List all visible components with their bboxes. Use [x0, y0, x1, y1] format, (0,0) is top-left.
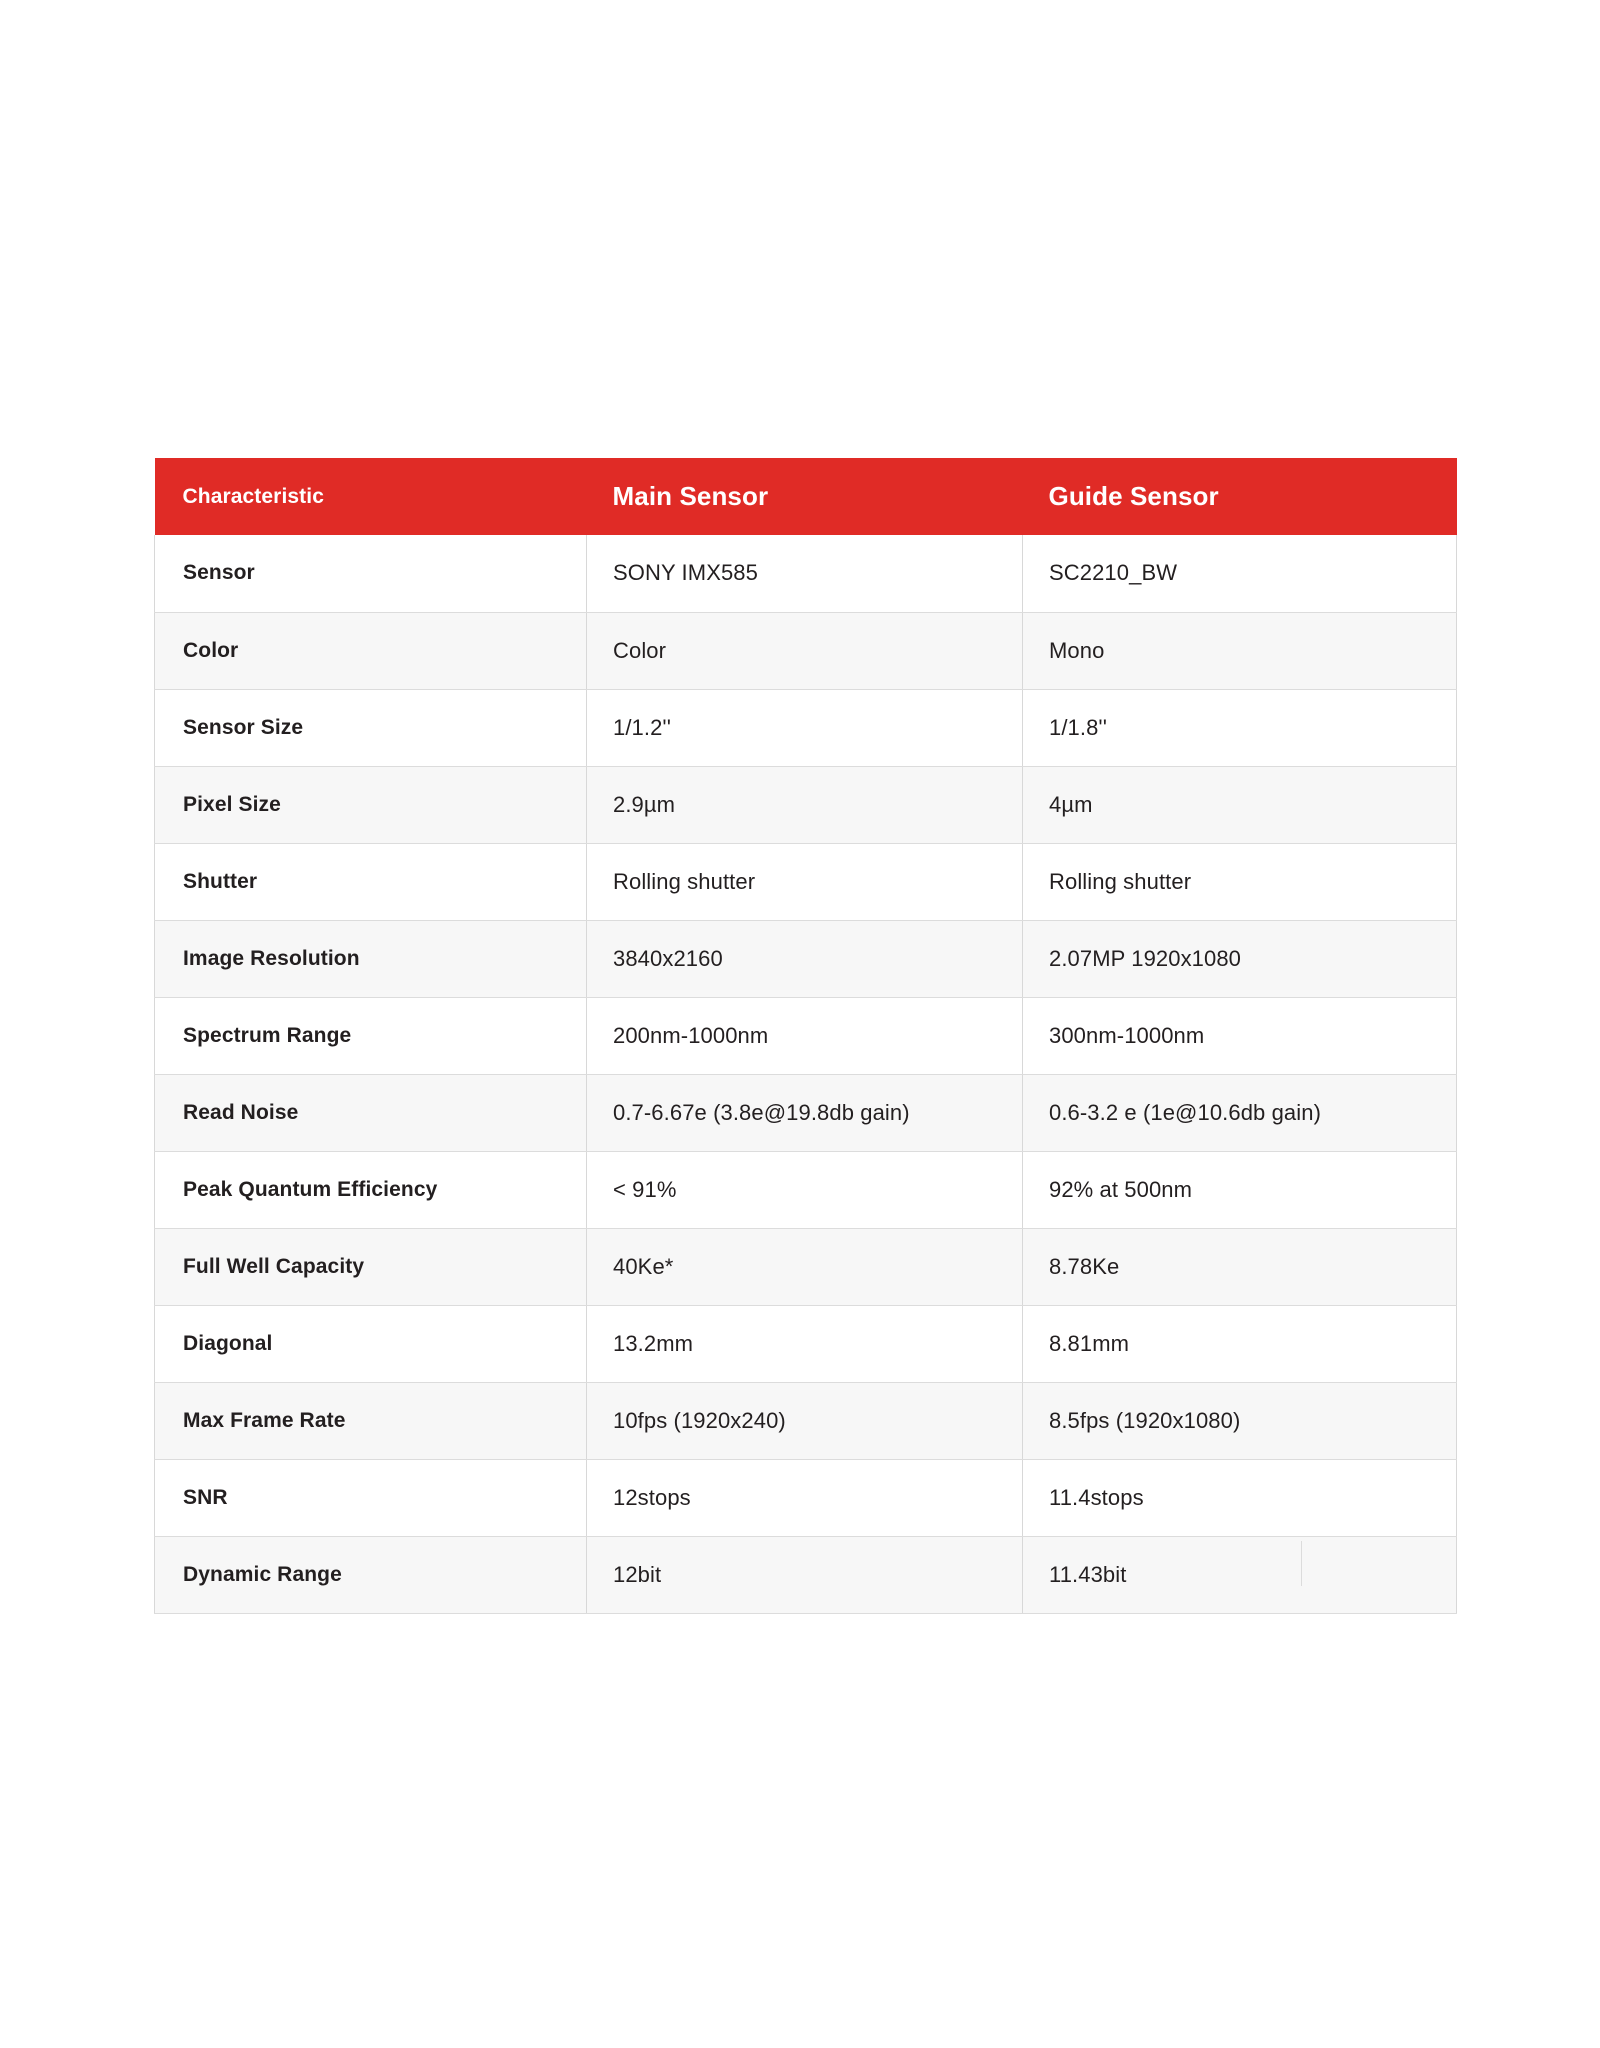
cell-characteristic: Sensor Size	[154, 689, 587, 767]
table-row: SNR 12stops 11.4stops	[154, 1459, 1457, 1537]
cell-main-sensor: 1/1.2''	[586, 689, 1023, 767]
cell-guide-sensor: 8.81mm	[1022, 1305, 1457, 1383]
cell-main-sensor: < 91%	[586, 1151, 1023, 1229]
cell-characteristic: Max Frame Rate	[154, 1382, 587, 1460]
table-row: Shutter Rolling shutter Rolling shutter	[154, 843, 1457, 921]
cell-main-sensor: Rolling shutter	[586, 843, 1023, 921]
table-row: Sensor Size 1/1.2'' 1/1.8''	[154, 689, 1457, 767]
cell-main-sensor: 2.9µm	[586, 766, 1023, 844]
table-row: Pixel Size 2.9µm 4µm	[154, 766, 1457, 844]
cell-guide-sensor: 92% at 500nm	[1022, 1151, 1457, 1229]
table-header: Characteristic Main Sensor Guide Sensor	[154, 458, 1457, 535]
cell-main-sensor: 40Ke*	[586, 1228, 1023, 1306]
cell-main-sensor: Color	[586, 612, 1023, 690]
sensor-spec-table: Characteristic Main Sensor Guide Sensor …	[154, 458, 1457, 1614]
cell-characteristic: Image Resolution	[154, 920, 587, 998]
table-row: Sensor SONY IMX585 SC2210_BW	[154, 535, 1457, 613]
table-row: Dynamic Range 12bit 11.43bit	[154, 1536, 1457, 1614]
cell-characteristic: Shutter	[154, 843, 587, 921]
cell-main-sensor: 12stops	[586, 1459, 1023, 1537]
cell-guide-sensor: 8.78Ke	[1022, 1228, 1457, 1306]
cell-characteristic: Color	[154, 612, 587, 690]
table-row: Color Color Mono	[154, 612, 1457, 690]
table-row: Peak Quantum Efficiency < 91% 92% at 500nm	[154, 1151, 1457, 1229]
cell-main-sensor: 200nm-1000nm	[586, 997, 1023, 1075]
column-header-main-sensor: Main Sensor	[586, 458, 1023, 535]
cell-guide-sensor: Rolling shutter	[1022, 843, 1457, 921]
table-row: Spectrum Range 200nm-1000nm 300nm-1000nm	[154, 997, 1457, 1075]
cell-guide-sensor: 0.6-3.2 e (1e@10.6db gain)	[1022, 1074, 1457, 1152]
cell-characteristic: Pixel Size	[154, 766, 587, 844]
cell-guide-sensor: 1/1.8''	[1022, 689, 1457, 767]
cell-characteristic: SNR	[154, 1459, 587, 1537]
cell-guide-sensor: 4µm	[1022, 766, 1457, 844]
cell-characteristic: Dynamic Range	[154, 1536, 587, 1614]
cell-guide-sensor: 8.5fps (1920x1080)	[1022, 1382, 1457, 1460]
cell-main-sensor: 13.2mm	[586, 1305, 1023, 1383]
cell-characteristic: Spectrum Range	[154, 997, 587, 1075]
column-header-guide-sensor: Guide Sensor	[1022, 458, 1457, 535]
table-row: Full Well Capacity 40Ke* 8.78Ke	[154, 1228, 1457, 1306]
cell-main-sensor: 10fps (1920x240)	[586, 1382, 1023, 1460]
table-row: Read Noise 0.7-6.67e (3.8e@19.8db gain) 0.…	[154, 1074, 1457, 1152]
cell-guide-sensor: 2.07MP 1920x1080	[1022, 920, 1457, 998]
cell-main-sensor: 0.7-6.67e (3.8e@19.8db gain)	[586, 1074, 1023, 1152]
table-header-row: Characteristic Main Sensor Guide Sensor	[154, 458, 1457, 535]
table-row: Image Resolution 3840x2160 2.07MP 1920x108…	[154, 920, 1457, 998]
sensor-spec-table-container: Characteristic Main Sensor Guide Sensor …	[154, 458, 1457, 1614]
cell-guide-sensor: Mono	[1022, 612, 1457, 690]
table-right-edge-stub	[1301, 1541, 1302, 1586]
cell-characteristic: Full Well Capacity	[154, 1228, 587, 1306]
cell-guide-sensor: 11.4stops	[1022, 1459, 1457, 1537]
cell-guide-sensor: 11.43bit	[1022, 1536, 1457, 1614]
table-row: Diagonal 13.2mm 8.81mm	[154, 1305, 1457, 1383]
cell-characteristic: Sensor	[154, 535, 587, 613]
cell-main-sensor: 12bit	[586, 1536, 1023, 1614]
cell-main-sensor: 3840x2160	[586, 920, 1023, 998]
cell-characteristic: Read Noise	[154, 1074, 587, 1152]
table-row: Max Frame Rate 10fps (1920x240) 8.5fps (19…	[154, 1382, 1457, 1460]
cell-main-sensor: SONY IMX585	[586, 535, 1023, 613]
table-body: Sensor SONY IMX585 SC2210_BW Color Color Mono…	[154, 535, 1457, 1614]
cell-guide-sensor: SC2210_BW	[1022, 535, 1457, 613]
cell-guide-sensor: 300nm-1000nm	[1022, 997, 1457, 1075]
cell-characteristic: Diagonal	[154, 1305, 587, 1383]
cell-characteristic: Peak Quantum Efficiency	[154, 1151, 587, 1229]
column-header-characteristic: Characteristic	[154, 458, 587, 535]
